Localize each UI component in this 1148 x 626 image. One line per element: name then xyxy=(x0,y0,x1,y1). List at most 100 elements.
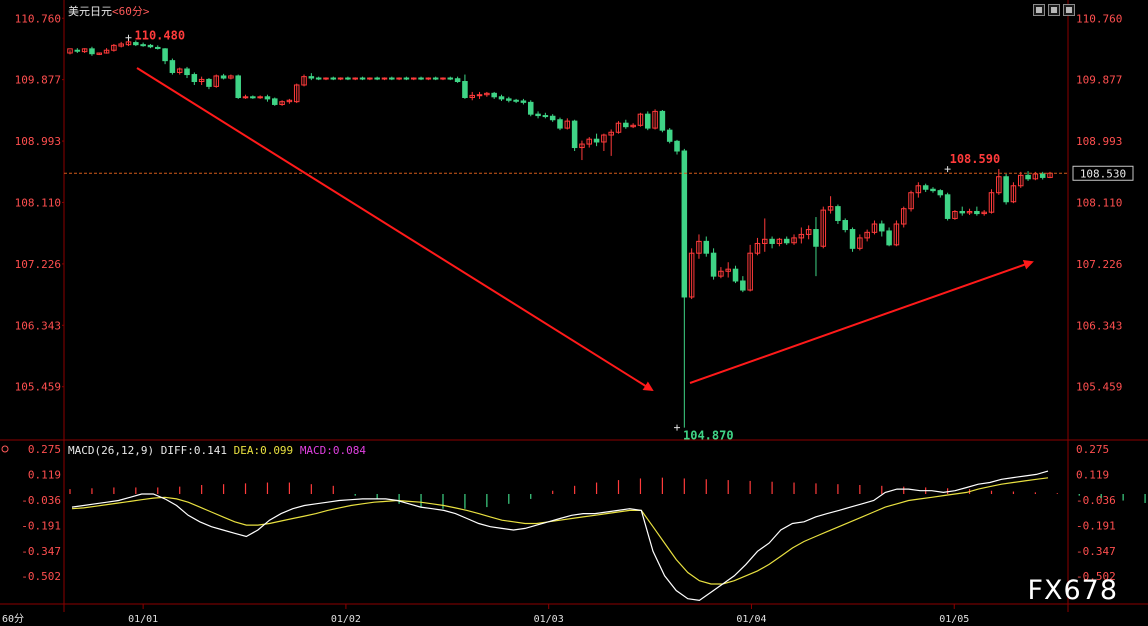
diff-line xyxy=(71,470,1049,602)
candle xyxy=(462,81,468,98)
candle xyxy=(228,75,234,79)
timeframe-selector[interactable]: 60分 xyxy=(2,614,25,625)
candle xyxy=(864,231,870,239)
candle xyxy=(915,185,922,194)
candle xyxy=(213,75,220,87)
candle xyxy=(491,92,497,98)
price-tick-left-1: 109.877 xyxy=(15,74,61,87)
candle xyxy=(176,68,183,73)
candle xyxy=(432,77,439,80)
maximize-icon[interactable] xyxy=(1063,4,1075,16)
downtrend-arrow xyxy=(136,67,654,392)
macd-params: MACD(26,12,9) xyxy=(68,444,155,457)
candle xyxy=(74,49,81,52)
candle xyxy=(154,46,161,49)
candle xyxy=(425,77,432,80)
candle xyxy=(601,134,607,143)
candle xyxy=(981,211,987,215)
candle xyxy=(930,188,936,192)
date-tick-3: 01/04 xyxy=(736,614,766,625)
candle xyxy=(264,96,271,100)
tile-icon[interactable] xyxy=(1048,4,1060,16)
candle xyxy=(330,77,337,80)
candle xyxy=(352,77,358,80)
candle xyxy=(747,252,753,291)
macd-tick-left-2: -0.036 xyxy=(21,494,61,507)
candle xyxy=(118,43,124,47)
candle xyxy=(776,238,783,244)
candle xyxy=(944,194,951,219)
candle xyxy=(996,176,1002,194)
candle xyxy=(593,138,600,143)
candle xyxy=(630,124,636,128)
macd-tick-left-3: -0.191 xyxy=(21,519,61,532)
candle xyxy=(893,223,900,246)
candle xyxy=(184,68,190,76)
candle xyxy=(608,131,614,136)
candle xyxy=(754,242,761,254)
price-tick-left-5: 106.343 xyxy=(15,319,61,332)
candle xyxy=(1003,176,1009,203)
recent-high-annotation: 108.590 xyxy=(950,152,1001,166)
current-price-tag-box xyxy=(1072,165,1134,181)
candle xyxy=(484,92,490,96)
candle xyxy=(652,110,658,129)
candle xyxy=(323,77,329,80)
candle xyxy=(162,48,168,62)
extreme-marker-2 xyxy=(944,166,951,173)
candle xyxy=(535,113,541,117)
candle xyxy=(908,192,914,210)
candle xyxy=(1017,174,1024,187)
candle xyxy=(235,75,241,98)
candle xyxy=(374,77,380,80)
candle xyxy=(937,190,944,196)
candle xyxy=(703,240,710,254)
macd-tick-left-0: 0.275 xyxy=(28,443,61,456)
candle xyxy=(272,98,278,105)
candle xyxy=(813,229,819,247)
macd-tick-right-5: -0.502 xyxy=(1076,570,1116,583)
candle xyxy=(1010,185,1017,203)
price-tick-right-0: 110.760 xyxy=(1076,12,1122,25)
candle xyxy=(791,237,797,244)
candle xyxy=(586,138,593,145)
candle xyxy=(169,60,176,73)
price-tick-left-2: 108.993 xyxy=(15,135,61,148)
candle xyxy=(725,268,731,272)
candle xyxy=(579,143,585,149)
candle xyxy=(506,98,512,101)
candle xyxy=(345,77,351,80)
candle xyxy=(147,44,154,48)
candle xyxy=(805,229,812,235)
candle xyxy=(389,77,395,80)
candle xyxy=(783,238,790,244)
restore-icon[interactable] xyxy=(1033,4,1045,16)
macd-tick-right-0: 0.275 xyxy=(1076,443,1109,456)
current-price-tag: 108.530 xyxy=(1080,167,1126,180)
candle xyxy=(279,101,285,105)
candle xyxy=(89,48,95,55)
price-tick-right-5: 106.343 xyxy=(1076,319,1122,332)
candle xyxy=(886,230,892,246)
candle xyxy=(513,99,519,102)
candle xyxy=(527,101,534,115)
candle xyxy=(410,77,417,80)
candle xyxy=(257,96,263,99)
candle xyxy=(359,77,366,80)
candle xyxy=(111,44,117,51)
candle xyxy=(67,48,73,54)
candle xyxy=(974,210,980,215)
macd-tick-left-1: 0.119 xyxy=(28,469,61,482)
candle xyxy=(81,48,88,53)
candle xyxy=(952,210,958,219)
price-tick-right-6: 105.459 xyxy=(1076,381,1122,394)
candle xyxy=(827,206,834,211)
price-tick-left-0: 110.760 xyxy=(15,12,61,25)
candle xyxy=(250,96,256,99)
candle xyxy=(732,268,739,282)
candle xyxy=(871,223,878,233)
candle xyxy=(564,120,571,129)
uptrend-arrow xyxy=(689,259,1034,384)
date-tick-2: 01/03 xyxy=(534,614,564,625)
